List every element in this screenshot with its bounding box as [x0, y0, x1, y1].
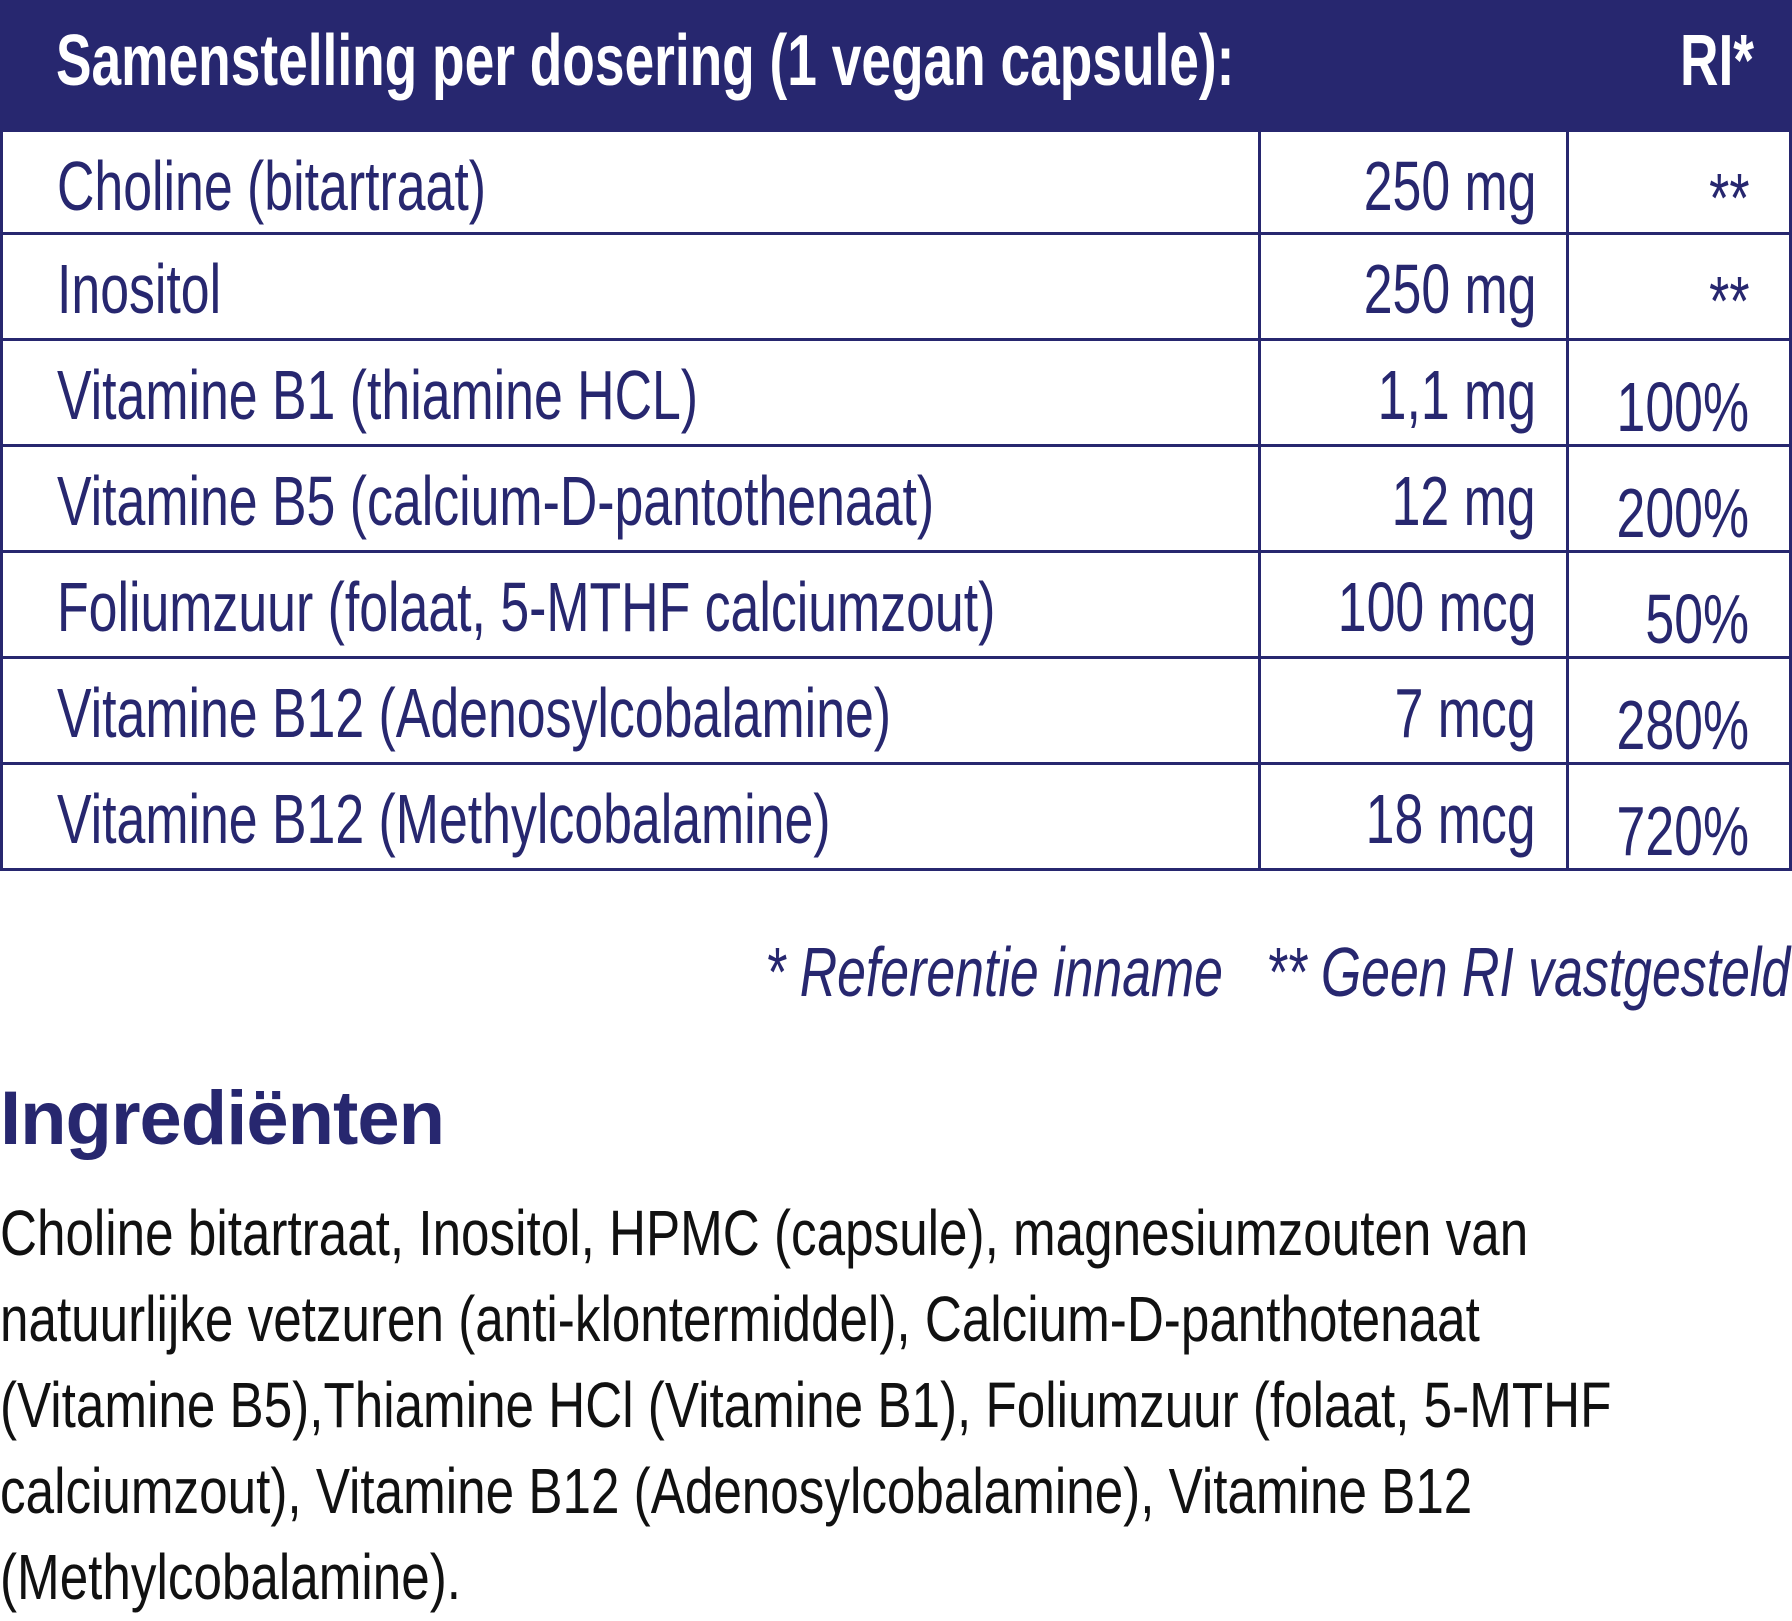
amount-cell: 18 mcg	[1261, 765, 1569, 868]
amount-cell: 12 mg	[1261, 447, 1569, 550]
ingredients-line-text: Choline bitartraat, Inositol, HPMC (caps…	[0, 1197, 1529, 1269]
ri-cell: 200%	[1569, 447, 1789, 552]
ingredients-line-text: (Vitamine B5),Thiamine HCl (Vitamine B1)…	[0, 1369, 1612, 1441]
ingredients-line: (Vitamine B5),Thiamine HCl (Vitamine B1)…	[0, 1362, 1792, 1448]
ri-cell: 100%	[1569, 341, 1789, 446]
table-row: Vitamine B1 (thiamine HCL) 1,1 mg 100%	[0, 341, 1792, 447]
amount-cell: 1,1 mg	[1261, 341, 1569, 444]
nutrient-amount: 250 mg	[1363, 250, 1536, 328]
table-row: Vitamine B5 (calcium-D-pantothenaat) 12 m…	[0, 447, 1792, 553]
nutrient-amount: 18 mcg	[1366, 780, 1536, 858]
nutrient-amount: 1,1 mg	[1377, 356, 1536, 434]
nutrient-name: Vitamine B12 (Methylcobalamine)	[57, 780, 831, 858]
ingredients-line-text: (Methylcobalamine).	[0, 1541, 461, 1613]
nutrient-ri: 280%	[1616, 686, 1749, 764]
nutrient-amount: 250 mg	[1363, 147, 1536, 225]
nutrient-cell: Vitamine B1 (thiamine HCL)	[3, 341, 1261, 444]
nutrient-cell: Vitamine B12 (Adenosylcobalamine)	[3, 659, 1261, 762]
nutrient-name: Vitamine B5 (calcium-D-pantothenaat)	[57, 462, 935, 540]
amount-cell: 100 mcg	[1261, 553, 1569, 656]
amount-cell: 7 mcg	[1261, 659, 1569, 762]
amount-cell: 250 mg	[1261, 235, 1569, 338]
ingredients-line: (Methylcobalamine).	[0, 1534, 1792, 1620]
table-header: Samenstelling per dosering (1 vegan caps…	[0, 0, 1792, 129]
nutrient-name: Choline (bitartraat)	[57, 147, 486, 225]
nutrient-cell: Vitamine B12 (Methylcobalamine)	[3, 765, 1261, 868]
nutrient-cell: Choline (bitartraat)	[3, 132, 1261, 232]
nutrient-ri: **	[1708, 262, 1749, 340]
footnote-text: * Referentie inname ** Geen RI vastgeste…	[764, 933, 1790, 1011]
table-title: Samenstelling per dosering (1 vegan caps…	[56, 21, 1235, 101]
table-row: Choline (bitartraat) 250 mg **	[0, 129, 1792, 237]
ingredients-line: natuurlijke vetzuren (anti-klontermiddel…	[0, 1276, 1792, 1362]
nutrition-table: Choline (bitartraat) 250 mg ** Inositol 250 …	[0, 129, 1792, 871]
nutrient-cell: Inositol	[3, 235, 1261, 338]
ingredients-line-text: calciumzout), Vitamine B12 (Adenosylcoba…	[0, 1455, 1473, 1527]
nutrient-name: Foliumzuur (folaat, 5-MTHF calciumzout)	[57, 568, 996, 646]
nutrient-ri: 100%	[1616, 368, 1749, 446]
nutrient-amount: 100 mcg	[1337, 568, 1536, 646]
footnote: * Referentie inname ** Geen RI vastgeste…	[405, 932, 1790, 1012]
table-row: Foliumzuur (folaat, 5-MTHF calciumzout) 1…	[0, 553, 1792, 659]
nutrient-cell: Foliumzuur (folaat, 5-MTHF calciumzout)	[3, 553, 1261, 656]
ri-cell: 280%	[1569, 659, 1789, 764]
nutrient-amount: 7 mcg	[1394, 674, 1536, 752]
ri-column-header: RI*	[1679, 21, 1754, 101]
nutrient-name: Inositol	[57, 250, 222, 328]
ri-cell: 720%	[1569, 765, 1789, 870]
ingredients-text: Choline bitartraat, Inositol, HPMC (caps…	[0, 1190, 1792, 1620]
amount-cell: 250 mg	[1261, 132, 1569, 232]
table-row: Vitamine B12 (Methylcobalamine) 18 mcg 720…	[0, 765, 1792, 871]
table-row: Vitamine B12 (Adenosylcobalamine) 7 mcg 28…	[0, 659, 1792, 765]
ri-cell: 50%	[1569, 553, 1789, 658]
nutrient-ri: 50%	[1645, 580, 1749, 658]
nutrient-name: Vitamine B12 (Adenosylcobalamine)	[57, 674, 892, 752]
nutrient-ri: 200%	[1616, 474, 1749, 552]
table-row: Inositol 250 mg **	[0, 235, 1792, 341]
ri-cell: **	[1569, 132, 1789, 237]
nutrient-cell: Vitamine B5 (calcium-D-pantothenaat)	[3, 447, 1261, 550]
nutrient-amount: 12 mg	[1392, 462, 1536, 540]
nutrient-ri: **	[1708, 159, 1749, 237]
ingredients-line-text: natuurlijke vetzuren (anti-klontermiddel…	[0, 1283, 1480, 1355]
nutrient-ri: 720%	[1616, 792, 1749, 870]
nutrient-name: Vitamine B1 (thiamine HCL)	[57, 356, 699, 434]
ri-cell: **	[1569, 235, 1789, 340]
ingredients-line: calciumzout), Vitamine B12 (Adenosylcoba…	[0, 1448, 1792, 1534]
ingredients-line: Choline bitartraat, Inositol, HPMC (caps…	[0, 1190, 1792, 1276]
ingredients-heading: Ingrediënten	[0, 1076, 445, 1161]
